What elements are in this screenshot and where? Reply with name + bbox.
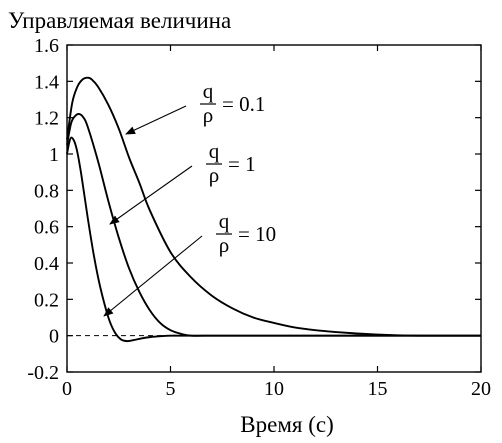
annotation-label-3: qρ = 10	[103, 209, 276, 317]
x-tick-label: 20	[471, 378, 491, 400]
annotation-value: = 0.1	[222, 92, 265, 116]
annotations: qρ = 0.1qρ = 1qρ = 10	[103, 79, 276, 317]
y-tick-label: 0	[49, 326, 59, 348]
annotation-numerator: q	[203, 79, 214, 103]
series-group	[66, 76, 481, 343]
x-tick-label: 10	[264, 378, 284, 400]
ticks: 0 5 10 15 20-0.200.20.40.60.811.21.41.6	[27, 35, 491, 400]
annotation-label-2: qρ = 1	[109, 139, 256, 225]
annotation-denominator: ρ	[219, 233, 229, 257]
annotation-numerator: q	[209, 139, 220, 163]
annotation-arrow	[103, 235, 203, 317]
y-tick-label: -0.2	[27, 362, 59, 384]
y-tick-label: 1.4	[34, 71, 59, 93]
y-tick-label: 1.2	[34, 108, 59, 130]
x-tick-label: 15	[368, 378, 388, 400]
y-tick-label: 1.6	[34, 35, 59, 57]
annotation-label-1: qρ = 0.1	[125, 79, 265, 135]
annotation-denominator: ρ	[209, 163, 219, 187]
series-line-1	[66, 76, 481, 337]
annotation-arrow	[109, 165, 193, 225]
y-tick-label: 0.2	[34, 289, 59, 311]
chart-title: Управляемая величина	[8, 8, 231, 33]
y-tick-label: 0.8	[34, 180, 59, 202]
x-tick-label: 0	[62, 378, 72, 400]
annotation-numerator: q	[219, 209, 230, 233]
annotation-value: = 1	[228, 152, 256, 176]
y-tick-label: 0.4	[34, 253, 59, 275]
annotation-value: = 10	[238, 222, 276, 246]
x-tick-label: 5	[166, 378, 176, 400]
annotation-arrow	[125, 105, 187, 135]
series-line-3	[66, 136, 481, 343]
y-tick-label: 1	[49, 144, 59, 166]
annotation-denominator: ρ	[203, 103, 213, 127]
x-axis-label: Время (с)	[240, 412, 333, 437]
y-tick-label: 0.6	[34, 217, 59, 239]
